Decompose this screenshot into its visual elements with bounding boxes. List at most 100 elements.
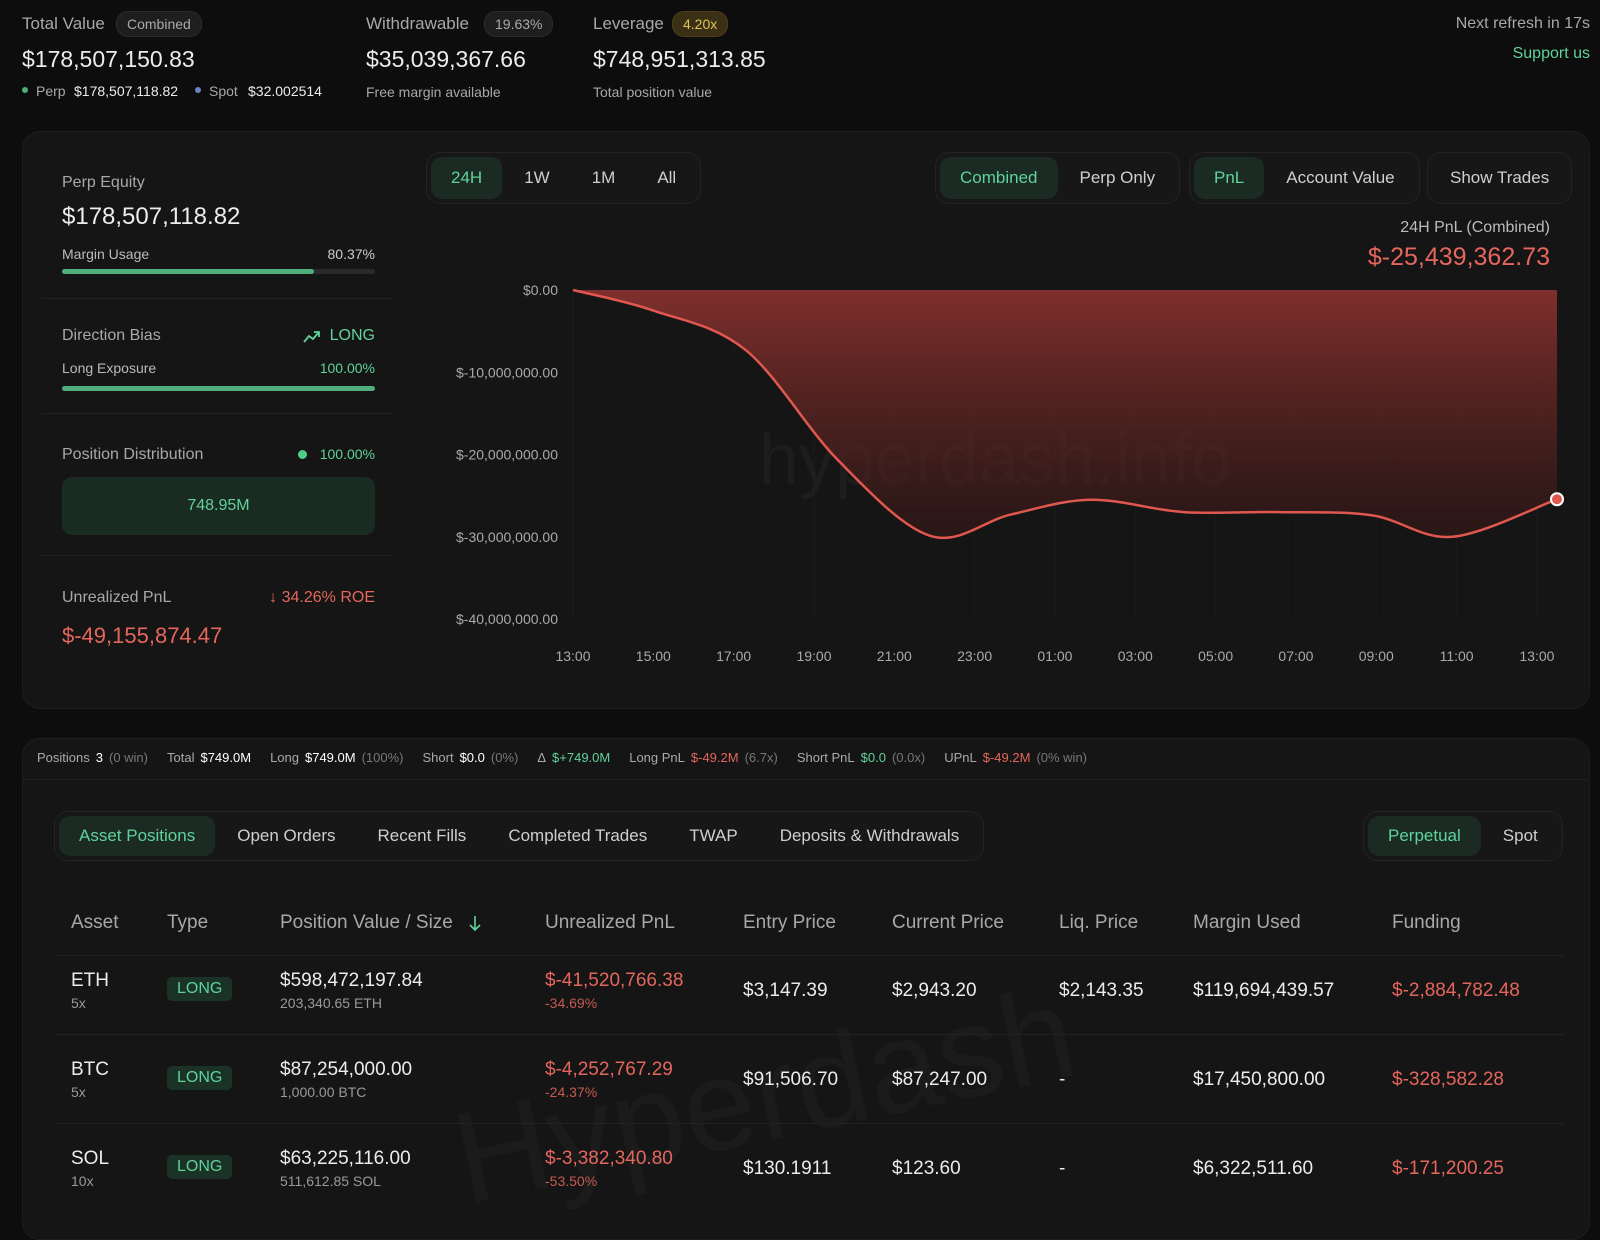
pnl-pct: -34.69%: [545, 995, 598, 1011]
type: LONG: [167, 1155, 233, 1179]
value: $35,039,367.66: [366, 46, 526, 72]
column-header: Position Value / Size: [280, 912, 453, 933]
divider: [42, 555, 394, 556]
area: [573, 290, 1557, 538]
position-size: 203,340.65 ETH: [280, 995, 382, 1011]
funding: $-171,200.25: [1392, 1158, 1504, 1179]
entry: $3,147.39: [743, 980, 828, 1001]
margin: $6,322,511.60: [1193, 1158, 1314, 1179]
stat-label: Δ: [537, 750, 547, 765]
x-tick-label: 09:00: [1359, 648, 1394, 664]
tab[interactable]: 24H: [431, 157, 503, 199]
stat-label: Long PnL: [629, 750, 685, 765]
tab[interactable]: Asset Positions: [59, 816, 216, 856]
stat: UPnL $-49.2M (0% win): [944, 750, 1087, 765]
label: Withdrawable: [366, 14, 469, 33]
tab[interactable]: Recent Fills: [377, 826, 467, 845]
tab[interactable]: Perp Only: [1079, 168, 1156, 187]
show-trades[interactable]: Show Trades: [1427, 152, 1573, 204]
pnl-pct: -53.50%: [545, 1173, 598, 1189]
y-tick-label: $0.00: [523, 282, 558, 298]
stat-label: Total: [167, 750, 195, 765]
tab[interactable]: All: [657, 168, 677, 187]
badge: Combined: [116, 11, 202, 37]
support-link[interactable]: Support us: [1512, 45, 1590, 62]
column-header: Type: [167, 912, 209, 933]
asset: BTC: [71, 1059, 109, 1080]
usage-bar: [62, 269, 314, 274]
x-tick-label: 13:00: [1519, 648, 1554, 664]
stat: Short PnL $0.0 (0.0x): [797, 750, 925, 765]
divider: [54, 1123, 1564, 1124]
y-tick-label: $-20,000,000.00: [456, 447, 558, 463]
line: [572, 288, 1558, 540]
tab[interactable]: Combined: [940, 157, 1058, 199]
value: $178,507,118.82: [62, 203, 241, 230]
refresh: Next refresh in 17s: [1455, 15, 1590, 32]
chart-subtitle: $-25,439,362.73: [1367, 243, 1550, 271]
position-size: 1,000.00 BTC: [280, 1084, 367, 1100]
liq: -: [1059, 1158, 1066, 1179]
stat: Long $749.0M (100%): [270, 750, 403, 765]
tab[interactable]: Spot: [1502, 826, 1538, 845]
margin: $17,450,800.00: [1193, 1069, 1326, 1090]
x-tick-label: 13:00: [555, 648, 590, 664]
sort-icon[interactable]: [468, 914, 482, 932]
end-point: [1550, 492, 1564, 507]
stat-value: $0.0: [860, 750, 886, 765]
tab[interactable]: Deposits & Withdrawals: [779, 826, 960, 845]
trend-icon: [303, 331, 320, 343]
value: $178,507,118.82: [74, 83, 179, 99]
value: $32.002514: [248, 83, 322, 99]
entry: $91,506.70: [743, 1069, 839, 1090]
tab[interactable]: Perpetual: [1368, 816, 1481, 856]
dot: [298, 450, 307, 459]
label: Spot: [209, 83, 238, 99]
stat-note: (0% win): [1036, 750, 1088, 765]
stat-value: 3: [95, 750, 103, 765]
x-tick-label: 17:00: [716, 648, 751, 664]
tab[interactable]: 1W: [524, 168, 550, 187]
stat: Total $749.0M: [167, 750, 251, 765]
dot: [195, 87, 201, 93]
stat-note: (100%): [361, 750, 404, 765]
stat-label: Short: [422, 750, 454, 765]
stat-label: UPnL: [944, 750, 977, 765]
bias: LONG: [329, 327, 375, 344]
y-tick-label: $-10,000,000.00: [456, 364, 558, 380]
x-tick-label: 21:00: [877, 648, 912, 664]
stat: Positions 3 (0 win): [37, 750, 148, 765]
asset: SOL: [71, 1148, 110, 1169]
x-tick-label: 03:00: [1118, 648, 1153, 664]
tab[interactable]: Account Value: [1286, 168, 1395, 187]
column-header: Unrealized PnL: [545, 912, 675, 933]
tab[interactable]: TWAP: [689, 826, 738, 845]
badge: 19.63%: [484, 11, 554, 37]
x-tick-label: 01:00: [1037, 648, 1072, 664]
x-tick-label: 11:00: [1440, 648, 1474, 664]
divider: [42, 298, 394, 299]
stat-value: $749.0M: [304, 750, 356, 765]
x-tick-label: 07:00: [1278, 648, 1313, 664]
tab[interactable]: Open Orders: [237, 826, 336, 845]
distribution-box: 748.95M: [62, 477, 375, 535]
stat: Δ $+749.0M: [537, 750, 610, 765]
divider: [54, 1034, 1564, 1035]
x-tick-label: 15:00: [636, 648, 671, 664]
label: Unrealized PnL: [62, 589, 172, 606]
divider: [54, 955, 1564, 956]
column-header: Liq. Price: [1059, 912, 1139, 933]
value: 34.26% ROE: [281, 589, 375, 606]
pnl-pct: -24.37%: [545, 1084, 598, 1100]
stat-label: Long: [270, 750, 299, 765]
divider: [42, 413, 394, 414]
tab[interactable]: Completed Trades: [508, 826, 648, 845]
stat-value: $0.0: [459, 750, 485, 765]
tab[interactable]: PnL: [1194, 157, 1265, 199]
current: $2,943.20: [892, 980, 977, 1001]
tab[interactable]: 1M: [591, 168, 616, 187]
badge: 4.20x: [672, 11, 729, 37]
tab-group: 24H 1W 1M All: [426, 152, 702, 204]
liq: $2,143.35: [1059, 980, 1144, 1001]
